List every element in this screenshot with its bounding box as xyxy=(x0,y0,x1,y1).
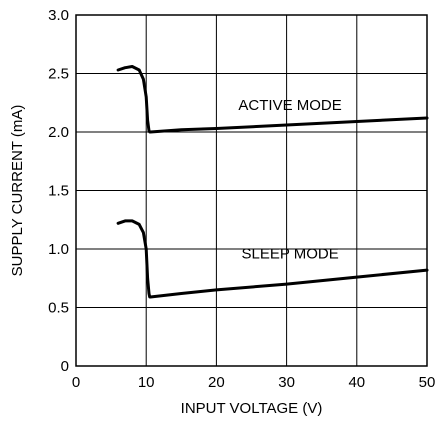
y-tick-label: 0.5 xyxy=(48,300,69,317)
x-tick-label: 40 xyxy=(348,374,365,391)
x-tick-label: 20 xyxy=(208,374,225,391)
annotation-active-mode: ACTIVE MODE xyxy=(238,97,341,114)
series-line-active-mode xyxy=(116,65,429,134)
series-line-sleep-mode xyxy=(116,219,429,299)
series-lines xyxy=(116,65,429,299)
x-axis-title: INPUT VOLTAGE (V) xyxy=(181,400,323,417)
annotation-sleep-mode: SLEEP MODE xyxy=(241,245,338,262)
y-tick-labels: 0 0.5 1.0 1.5 2.0 2.5 3.0 xyxy=(48,7,69,375)
y-tick-label: 2.0 xyxy=(48,124,69,141)
y-tick-label: 2.5 xyxy=(48,66,69,83)
y-tick-label: 1.5 xyxy=(48,183,69,200)
x-tick-label: 30 xyxy=(278,374,295,391)
y-axis-title: SUPPLY CURRENT (mA) xyxy=(9,105,26,277)
annotations: ACTIVE MODE SLEEP MODE xyxy=(238,97,341,263)
y-tick-label: 1.0 xyxy=(48,241,69,258)
y-tick-label: 3.0 xyxy=(48,7,69,24)
x-tick-label: 0 xyxy=(72,374,80,391)
x-tick-label: 50 xyxy=(419,374,436,391)
y-tick-label: 0 xyxy=(61,358,69,375)
x-tick-label: 10 xyxy=(138,374,155,391)
x-tick-labels: 0 10 20 30 40 50 xyxy=(72,374,436,391)
plot-frame xyxy=(75,14,428,367)
